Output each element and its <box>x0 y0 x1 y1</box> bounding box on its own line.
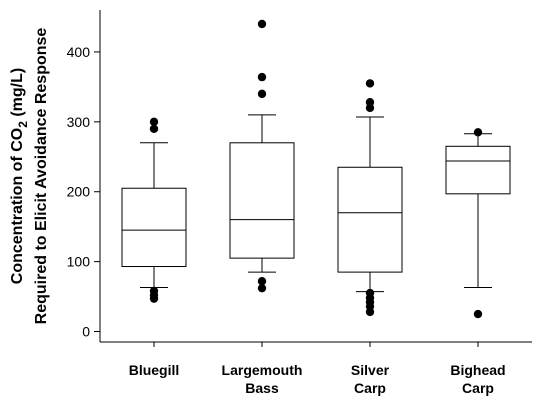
y-axis-label-line2: Required to Elicit Avoidance Response <box>33 28 50 325</box>
x-category-label-3: Bighead <box>450 362 505 378</box>
outlier-1-1 <box>257 276 267 286</box>
x-category-label-1: Largemouth <box>222 362 303 378</box>
outlier-2-6 <box>365 98 375 107</box>
box-2 <box>337 166 403 273</box>
outlier-0-4 <box>149 117 159 127</box>
x-category-label-2-line2: Carp <box>354 380 386 396</box>
outlier-0-2 <box>149 286 159 296</box>
outlier-1-3 <box>257 72 267 82</box>
y-tick-label-3: 300 <box>67 114 91 130</box>
x-category-label-3-line2: Carp <box>462 380 494 396</box>
plot-area: 0 100 200 300 400 Bluegill Largemouth Bass Silve… <box>67 10 532 396</box>
outlier-2-7 <box>365 79 375 88</box>
y-axis-label-line1: Concentration of CO2 (mg/L) <box>9 68 30 284</box>
x-category-label-2: Silver <box>351 362 390 378</box>
outlier-3-0 <box>473 309 483 319</box>
x-category-label-1-line2: Bass <box>245 380 279 396</box>
box-3 <box>445 145 511 195</box>
outlier-3-1 <box>473 128 483 137</box>
outlier-2-4 <box>365 288 375 298</box>
box-1 <box>229 142 295 259</box>
y-tick-label-4: 400 <box>67 44 91 60</box>
outlier-1-0 <box>257 283 267 293</box>
x-category-label-0: Bluegill <box>129 362 180 378</box>
outlier-1-2 <box>257 89 267 99</box>
outlier-0-3 <box>149 124 159 134</box>
box-0 <box>121 187 187 268</box>
y-tick-label-2: 200 <box>67 184 91 200</box>
y-tick-label-1: 100 <box>67 254 91 270</box>
y-tick-label-0: 0 <box>82 324 90 340</box>
outlier-1-4 <box>257 19 267 29</box>
